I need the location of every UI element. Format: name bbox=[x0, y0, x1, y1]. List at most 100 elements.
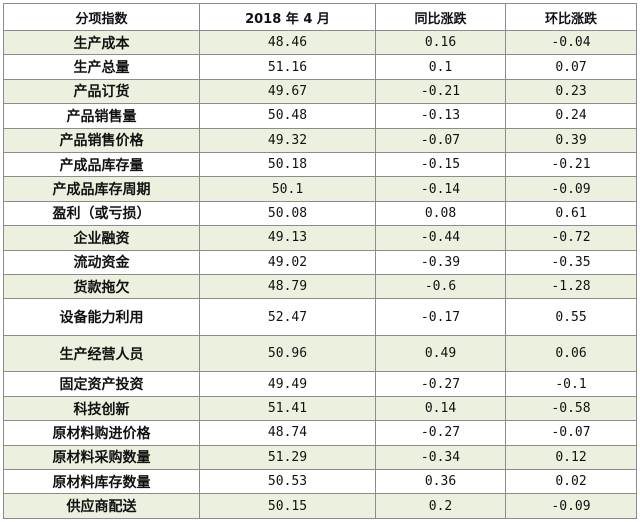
yoy-change-cell: -0.27 bbox=[375, 371, 506, 397]
mom-change-cell: -0.35 bbox=[505, 249, 637, 275]
month-value-cell: 50.53 bbox=[199, 469, 376, 495]
month-value-cell: 49.32 bbox=[199, 127, 376, 153]
month-value-cell: 50.1 bbox=[199, 176, 376, 202]
indicator-name-cell: 生产经营人员 bbox=[3, 334, 200, 373]
indicator-name-cell: 货款拖欠 bbox=[3, 273, 200, 300]
yoy-change-cell: 0.08 bbox=[375, 200, 506, 227]
yoy-change-cell: -0.39 bbox=[375, 249, 506, 275]
table-row: 企业融资 49.13 -0.44 -0.72 bbox=[3, 225, 637, 251]
table-row: 固定资产投资 49.49 -0.27 -0.1 bbox=[3, 371, 637, 397]
mom-change-cell: 0.07 bbox=[505, 54, 637, 80]
table-row: 产成品库存量 50.18 -0.15 -0.21 bbox=[3, 151, 637, 178]
mom-change-cell: -0.04 bbox=[505, 29, 637, 56]
yoy-change-cell: -0.07 bbox=[375, 127, 506, 153]
indicator-name-cell: 产品销售价格 bbox=[3, 127, 200, 153]
index-table: 分项指数 2018 年 4 月 同比涨跌 环比涨跌 生产成本 48.46 0.16-… bbox=[3, 3, 637, 519]
month-value-cell: 51.29 bbox=[199, 444, 376, 471]
mom-change-cell: -0.07 bbox=[505, 420, 637, 446]
indicator-name-cell: 流动资金 bbox=[3, 249, 200, 275]
mom-change-cell: -0.09 bbox=[505, 493, 637, 519]
table-body: 生产成本 48.46 0.16 -0.04 生产总量 51.16 0.1 0.07 产品订货 49… bbox=[3, 29, 637, 519]
yoy-change-cell: -0.34 bbox=[375, 444, 506, 471]
header-mom-change: 环比涨跌 bbox=[505, 3, 637, 31]
yoy-change-cell: 0.16 bbox=[375, 29, 506, 56]
mom-change-cell: 0.23 bbox=[505, 78, 637, 105]
month-value-cell: 50.96 bbox=[199, 334, 376, 373]
yoy-change-cell: -0.14 bbox=[375, 176, 506, 202]
mom-change-cell: 0.39 bbox=[505, 127, 637, 153]
table-row: 原材料库存数量 50.53 0.36 0.02 bbox=[3, 469, 637, 495]
month-value-cell: 49.02 bbox=[199, 249, 376, 275]
indicator-name-cell: 原材料购进价格 bbox=[3, 420, 200, 446]
table-row: 科技创新 51.41 0.14 -0.58 bbox=[3, 395, 637, 422]
month-value-cell: 50.08 bbox=[199, 200, 376, 227]
mom-change-cell: 0.02 bbox=[505, 469, 637, 495]
month-value-cell: 51.41 bbox=[199, 395, 376, 422]
header-indicator: 分项指数 bbox=[3, 3, 200, 31]
yoy-change-cell: 0.49 bbox=[375, 334, 506, 373]
month-value-cell: 49.67 bbox=[199, 78, 376, 105]
month-value-cell: 48.74 bbox=[199, 420, 376, 446]
month-value-cell: 50.48 bbox=[199, 103, 376, 129]
table-row: 流动资金 49.02 -0.39 -0.35 bbox=[3, 249, 637, 275]
indicator-name-cell: 产品销售量 bbox=[3, 103, 200, 129]
month-value-cell: 50.18 bbox=[199, 151, 376, 178]
table-row: 生产总量 51.16 0.1 0.07 bbox=[3, 54, 637, 80]
table-row: 生产经营人员 50.96 0.49 0.06 bbox=[3, 334, 637, 373]
mom-change-cell: 0.12 bbox=[505, 444, 637, 471]
month-value-cell: 48.46 bbox=[199, 29, 376, 56]
table-row: 原材料采购数量 51.29 -0.34 0.12 bbox=[3, 444, 637, 471]
table-row: 设备能力利用 52.47 -0.17 0.55 bbox=[3, 298, 637, 336]
indicator-name-cell: 固定资产投资 bbox=[3, 371, 200, 397]
indicator-name-cell: 企业融资 bbox=[3, 225, 200, 251]
mom-change-cell: 0.24 bbox=[505, 103, 637, 129]
mom-change-cell: 0.61 bbox=[505, 200, 637, 227]
month-value-cell: 51.16 bbox=[199, 54, 376, 80]
mom-change-cell: -0.72 bbox=[505, 225, 637, 251]
indicator-name-cell: 生产成本 bbox=[3, 29, 200, 56]
yoy-change-cell: -0.13 bbox=[375, 103, 506, 129]
mom-change-cell: -0.21 bbox=[505, 151, 637, 178]
yoy-change-cell: -0.21 bbox=[375, 78, 506, 105]
month-value-cell: 52.47 bbox=[199, 298, 376, 336]
table-header-row: 分项指数 2018 年 4 月 同比涨跌 环比涨跌 bbox=[3, 3, 637, 31]
yoy-change-cell: -0.27 bbox=[375, 420, 506, 446]
header-yoy-change: 同比涨跌 bbox=[375, 3, 506, 31]
indicator-name-cell: 原材料采购数量 bbox=[3, 444, 200, 471]
table-row: 产品订货 49.67 -0.21 0.23 bbox=[3, 78, 637, 105]
table-row: 盈利（或亏损） 50.08 0.08 0.61 bbox=[3, 200, 637, 227]
month-value-cell: 50.15 bbox=[199, 493, 376, 519]
table-row: 产成品库存周期 50.1 -0.14 -0.09 bbox=[3, 176, 637, 202]
yoy-change-cell: 0.2 bbox=[375, 493, 506, 519]
yoy-change-cell: -0.6 bbox=[375, 273, 506, 300]
yoy-change-cell: -0.44 bbox=[375, 225, 506, 251]
table-row: 货款拖欠 48.79 -0.6 -1.28 bbox=[3, 273, 637, 300]
table-row: 生产成本 48.46 0.16 -0.04 bbox=[3, 29, 637, 56]
indicator-name-cell: 产成品库存周期 bbox=[3, 176, 200, 202]
indicator-name-cell: 生产总量 bbox=[3, 54, 200, 80]
mom-change-cell: -0.1 bbox=[505, 371, 637, 397]
header-month-value: 2018 年 4 月 bbox=[199, 3, 376, 31]
indicator-name-cell: 产成品库存量 bbox=[3, 151, 200, 178]
indicator-name-cell: 设备能力利用 bbox=[3, 298, 200, 336]
indicator-name-cell: 盈利（或亏损） bbox=[3, 200, 200, 227]
indicator-name-cell: 供应商配送 bbox=[3, 493, 200, 519]
yoy-change-cell: -0.17 bbox=[375, 298, 506, 336]
yoy-change-cell: 0.14 bbox=[375, 395, 506, 422]
indicator-name-cell: 产品订货 bbox=[3, 78, 200, 105]
mom-change-cell: -1.28 bbox=[505, 273, 637, 300]
month-value-cell: 48.79 bbox=[199, 273, 376, 300]
yoy-change-cell: 0.1 bbox=[375, 54, 506, 80]
month-value-cell: 49.13 bbox=[199, 225, 376, 251]
yoy-change-cell: 0.36 bbox=[375, 469, 506, 495]
yoy-change-cell: -0.15 bbox=[375, 151, 506, 178]
mom-change-cell: 0.06 bbox=[505, 334, 637, 373]
table-row: 产品销售价格 49.32 -0.07 0.39 bbox=[3, 127, 637, 153]
table-row: 供应商配送 50.15 0.2 -0.09 bbox=[3, 493, 637, 519]
indicator-name-cell: 原材料库存数量 bbox=[3, 469, 200, 495]
mom-change-cell: -0.09 bbox=[505, 176, 637, 202]
indicator-name-cell: 科技创新 bbox=[3, 395, 200, 422]
table-row: 原材料购进价格 48.74 -0.27 -0.07 bbox=[3, 420, 637, 446]
mom-change-cell: 0.55 bbox=[505, 298, 637, 336]
table-row: 产品销售量 50.48 -0.13 0.24 bbox=[3, 103, 637, 129]
